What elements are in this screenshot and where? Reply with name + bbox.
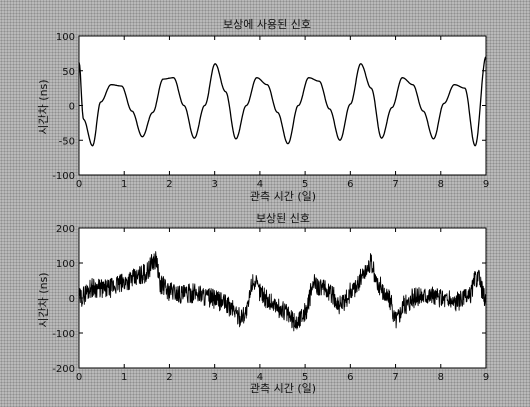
- y-tick-label: 100: [56, 32, 75, 43]
- x-tick-label: 4: [257, 179, 263, 190]
- chart-title: 보상된 신호: [256, 212, 310, 225]
- y-tick-label: 100: [56, 259, 75, 270]
- plot-area: [78, 227, 487, 369]
- y-tick-label: 50: [62, 67, 75, 78]
- x-tick-label: 7: [392, 372, 398, 383]
- y-tick-label: -100: [52, 329, 75, 340]
- x-tick-label: 9: [483, 179, 489, 190]
- x-tick-label: 1: [121, 372, 127, 383]
- x-tick-label: 6: [347, 179, 353, 190]
- x-tick-label: 3: [211, 372, 217, 383]
- chart-compensation-signal: 보상에 사용된 신호 관측 시간 (일) 시간차 (ns) 0 1 2 3 4 5 6 7 8 9…: [37, 18, 489, 203]
- x-tick-label: 2: [166, 179, 172, 190]
- x-tick-label: 8: [438, 179, 444, 190]
- series-line: [78, 251, 487, 332]
- x-tick-label: 6: [347, 372, 353, 383]
- y-axis-label: 시간차 (ns): [37, 272, 50, 327]
- x-tick-label: 4: [257, 372, 263, 383]
- x-tick-label: 7: [392, 179, 398, 190]
- x-tick-label: 0: [76, 372, 82, 383]
- y-tick-label: 200: [56, 224, 75, 235]
- x-axis-label: 관측 시간 (일): [250, 381, 316, 395]
- x-tick-label: 0: [76, 179, 82, 190]
- x-tick-label: 8: [438, 372, 444, 383]
- y-tick-label: -100: [52, 171, 75, 182]
- y-tick-label: 0: [69, 294, 75, 305]
- chart-compensated-signal: 보상된 신호 관측 시간 (일) 시간차 (ns) 0 1 2 3 4 5 6 7 8 9 200 1…: [37, 212, 489, 395]
- x-tick-label: 5: [302, 372, 308, 383]
- y-tick-label: -50: [59, 136, 75, 147]
- y-tick-label: -200: [52, 364, 75, 375]
- y-tick-label: 0: [69, 102, 75, 113]
- y-axis-label: 시간차 (ns): [37, 79, 50, 134]
- plot-area: [78, 35, 487, 176]
- x-tick-label: 2: [166, 372, 172, 383]
- x-tick-label: 5: [302, 179, 308, 190]
- series-line: [78, 56, 487, 147]
- chart-title: 보상에 사용된 신호: [223, 18, 311, 31]
- x-tick-label: 3: [211, 179, 217, 190]
- x-tick-label: 1: [121, 179, 127, 190]
- x-tick-label: 9: [483, 372, 489, 383]
- x-axis-label: 관측 시간 (일): [250, 189, 316, 203]
